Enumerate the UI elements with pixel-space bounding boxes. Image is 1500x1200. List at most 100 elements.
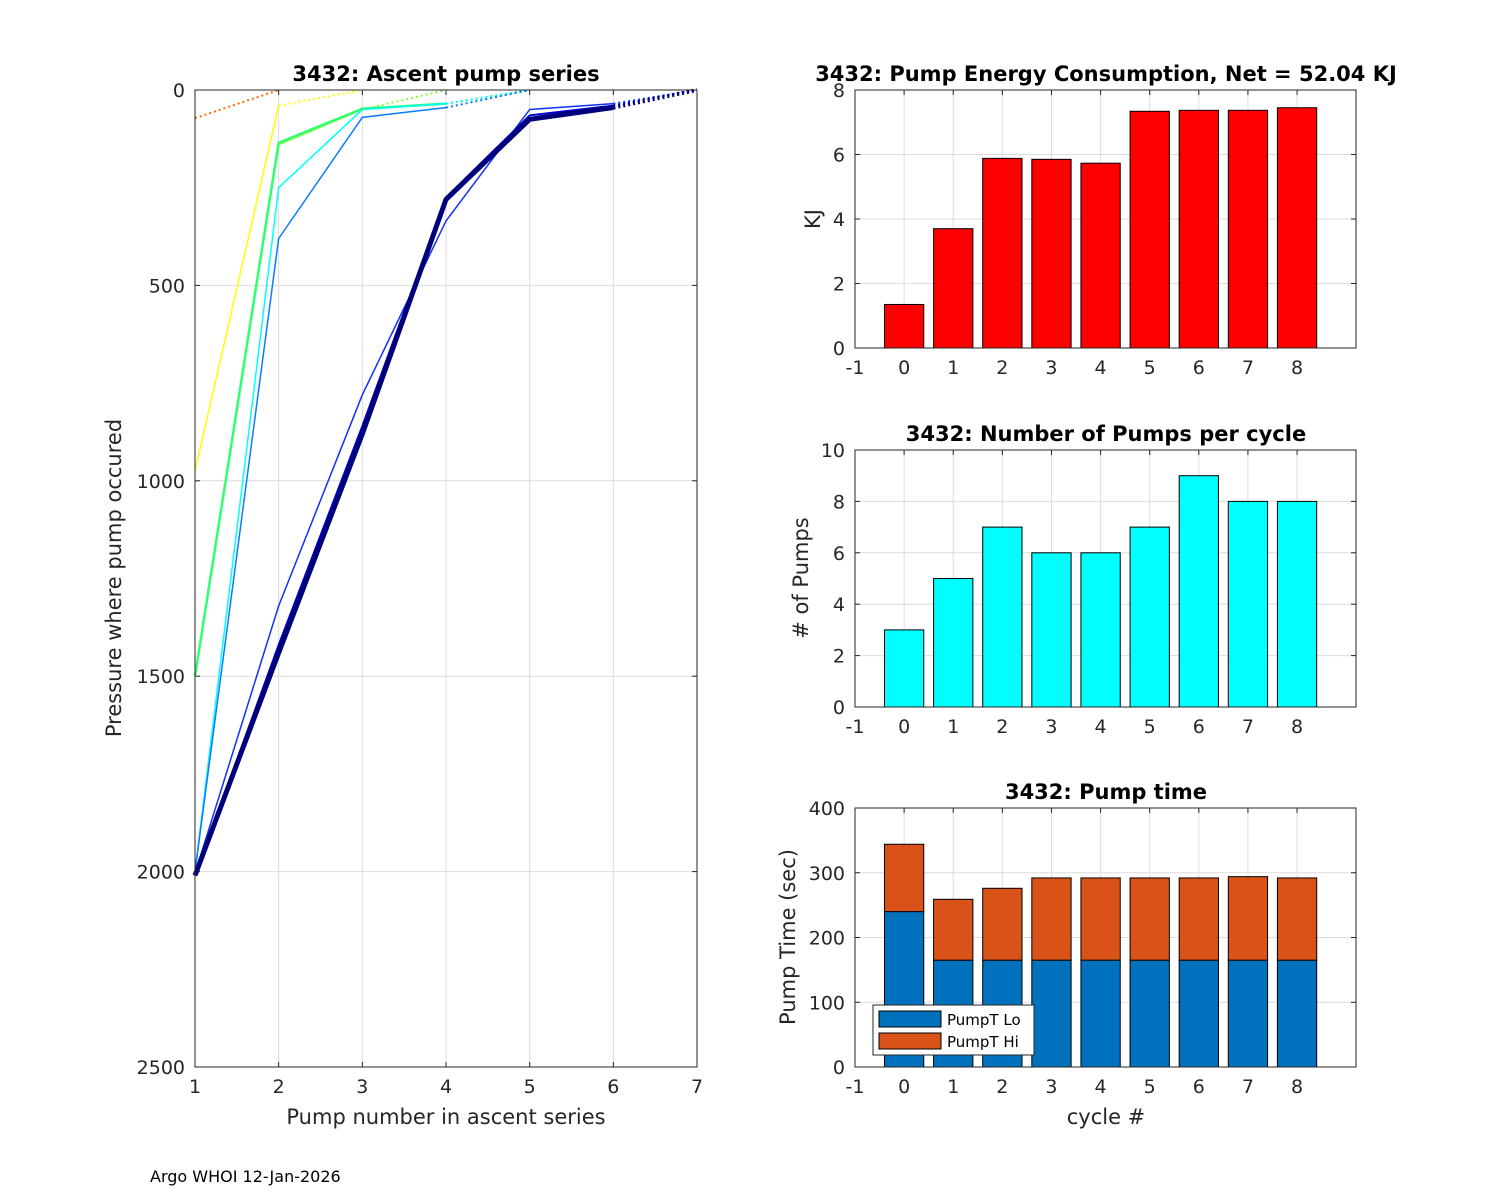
y-tick-label: 8 bbox=[833, 80, 845, 102]
x-tick-label: 4 bbox=[1095, 357, 1107, 379]
x-tick-label: 1 bbox=[947, 357, 959, 379]
x-tick-label: 0 bbox=[898, 716, 910, 738]
pumps-bar-6 bbox=[1178, 475, 1219, 708]
pumptime-xlabel: cycle # bbox=[1067, 1105, 1146, 1129]
x-tick-label: 0 bbox=[898, 1076, 910, 1098]
ascent-ylabel: Pressure where pump occured bbox=[102, 419, 126, 737]
pumptime-bar-pumpt-hi-6 bbox=[1178, 877, 1219, 961]
ascent-xlabel: Pump number in ascent series bbox=[286, 1105, 605, 1129]
x-tick-label: 7 bbox=[691, 1076, 703, 1098]
ascent-line-8 bbox=[192, 105, 614, 877]
x-tick-label: 6 bbox=[1193, 1076, 1205, 1098]
x-tick-label: 8 bbox=[1291, 716, 1303, 738]
pumps-bar-2 bbox=[982, 526, 1023, 708]
ascent-surface-line-2 bbox=[362, 89, 447, 111]
legend: PumpT Lo PumpT Hi bbox=[872, 1004, 1035, 1056]
x-tick-label: 1 bbox=[947, 716, 959, 738]
energy-bar-5 bbox=[1129, 110, 1170, 349]
y-tick-label: 500 bbox=[149, 275, 185, 297]
pumptime-bar-pumpt-hi-4 bbox=[1080, 877, 1121, 961]
x-tick-label: 7 bbox=[1242, 1076, 1254, 1098]
y-tick-label: 1500 bbox=[137, 666, 185, 688]
ascent-title: 3432: Ascent pump series bbox=[292, 62, 599, 86]
ascent-surface-line-5 bbox=[445, 89, 530, 109]
x-tick-label: 3 bbox=[1045, 1076, 1057, 1098]
pumps-bar-5 bbox=[1129, 526, 1170, 708]
pumptime-bar-pumpt-lo-7 bbox=[1227, 959, 1269, 1068]
x-tick-label: 2 bbox=[996, 716, 1008, 738]
x-tick-label: 2 bbox=[996, 357, 1008, 379]
x-tick-label: 4 bbox=[440, 1076, 452, 1098]
x-tick-label: 3 bbox=[1045, 716, 1057, 738]
x-tick-label: -1 bbox=[846, 1076, 865, 1098]
ascent-line-1 bbox=[194, 105, 280, 472]
pumps-bar-8 bbox=[1276, 500, 1318, 708]
pumptime-bar-pumpt-lo-4 bbox=[1080, 959, 1121, 1068]
pumps-bar-1 bbox=[933, 578, 974, 708]
y-tick-label: 8 bbox=[833, 491, 845, 513]
x-tick-label: 3 bbox=[1045, 357, 1057, 379]
pumptime-bar-pumpt-hi-3 bbox=[1031, 877, 1072, 961]
ascent-line-5 bbox=[194, 106, 447, 872]
y-tick-label: 100 bbox=[809, 992, 845, 1014]
x-tick-label: 7 bbox=[1242, 716, 1254, 738]
pumps-bar-4 bbox=[1080, 552, 1121, 708]
y-tick-label: 0 bbox=[173, 80, 185, 102]
x-tick-label: 0 bbox=[898, 357, 910, 379]
legend-swatch-hi bbox=[878, 1032, 942, 1050]
pumptime-bar-pumpt-lo-5 bbox=[1129, 959, 1170, 1068]
axes-box bbox=[194, 89, 698, 1068]
footer: Argo WHOI 12-Jan-2026 bbox=[150, 1167, 341, 1186]
x-tick-label: 7 bbox=[1242, 357, 1254, 379]
pumptime-bar-pumpt-lo-8 bbox=[1276, 959, 1318, 1068]
legend-label-hi: PumpT Hi bbox=[947, 1033, 1019, 1051]
y-tick-label: 200 bbox=[809, 928, 845, 950]
x-tick-label: 5 bbox=[1144, 716, 1156, 738]
legend-swatch-lo bbox=[878, 1010, 942, 1028]
energy-bar-6 bbox=[1178, 109, 1219, 349]
x-tick-label: 4 bbox=[1095, 716, 1107, 738]
y-tick-label: 2 bbox=[833, 274, 845, 296]
pumptime-bar-pumpt-lo-6 bbox=[1178, 959, 1219, 1068]
energy-bar-2 bbox=[982, 157, 1023, 349]
ascent-line-6 bbox=[194, 102, 614, 874]
pumptime-bar-pumpt-hi-8 bbox=[1276, 877, 1318, 961]
y-tick-label: 10 bbox=[821, 440, 845, 462]
pumptime-title: 3432: Pump time bbox=[1005, 780, 1207, 804]
x-tick-label: -1 bbox=[846, 357, 865, 379]
x-tick-label: 6 bbox=[1193, 357, 1205, 379]
y-tick-label: 2500 bbox=[137, 1057, 185, 1079]
pumptime-ylabel: Pump Time (sec) bbox=[776, 849, 800, 1025]
axes-box bbox=[854, 89, 1357, 349]
legend-label-lo: PumpT Lo bbox=[947, 1011, 1021, 1029]
x-tick-label: -1 bbox=[846, 716, 865, 738]
x-tick-label: 6 bbox=[607, 1076, 619, 1098]
y-tick-label: 6 bbox=[833, 543, 845, 565]
pumps-title: 3432: Number of Pumps per cycle bbox=[906, 422, 1306, 446]
y-tick-label: 400 bbox=[809, 798, 845, 820]
pumps-ylabel: # of Pumps bbox=[789, 517, 813, 639]
ascent-surface-line-1 bbox=[278, 89, 363, 107]
y-tick-label: 6 bbox=[833, 145, 845, 167]
energy-bar-7 bbox=[1227, 109, 1269, 349]
y-tick-label: 0 bbox=[833, 697, 845, 719]
x-tick-label: 3 bbox=[356, 1076, 368, 1098]
pumptime-bar-pumpt-hi-7 bbox=[1227, 876, 1269, 961]
x-tick-label: 5 bbox=[524, 1076, 536, 1098]
axes-box bbox=[854, 807, 1357, 1068]
y-tick-label: 2000 bbox=[137, 862, 185, 884]
x-tick-label: 2 bbox=[996, 1076, 1008, 1098]
ascent-pump-series-axes: 1 2 3 4 5 6 7 0 500 1000 1500 2000 2500 bbox=[137, 80, 703, 1098]
y-tick-label: 1000 bbox=[137, 471, 185, 493]
y-tick-label: 0 bbox=[833, 1057, 845, 1079]
x-tick-label: 1 bbox=[189, 1076, 201, 1098]
y-tick-label: 4 bbox=[833, 209, 845, 231]
pumptime-bar-pumpt-hi-0 bbox=[883, 843, 925, 913]
energy-bar-1 bbox=[933, 228, 974, 349]
x-tick-label: 4 bbox=[1095, 1076, 1107, 1098]
x-tick-label: 6 bbox=[1193, 716, 1205, 738]
x-tick-label: 5 bbox=[1144, 1076, 1156, 1098]
